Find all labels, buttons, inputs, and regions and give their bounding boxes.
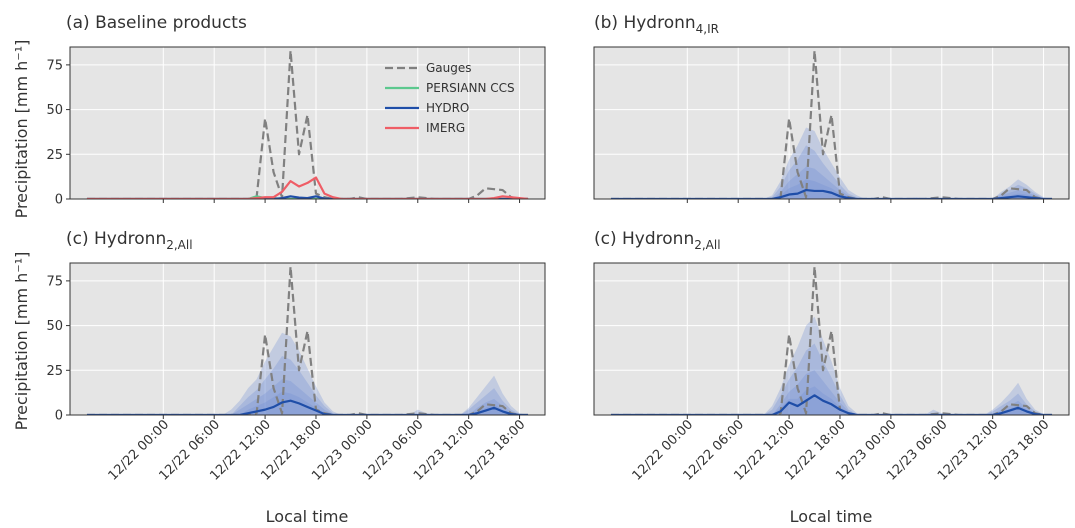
plot-frame	[593, 46, 1070, 200]
y-axis-label-top: Precipitation [mm h⁻¹]	[12, 40, 31, 219]
series-line-gauges	[86, 49, 529, 199]
legend-label-gauges: Gauges	[426, 61, 472, 75]
y-tick-label: 25	[46, 364, 63, 379]
y-tick-label: 75	[46, 274, 63, 289]
uncertainty-band	[86, 379, 529, 415]
uncertainty-band	[86, 391, 529, 415]
panel-d-title-main: (c) Hydronn	[594, 229, 694, 249]
x-axis-label-right: Local time	[790, 507, 873, 526]
y-tick-label: 0	[55, 409, 63, 424]
y-tick-label: 0	[55, 193, 63, 208]
panel-b-title-sub: 4,IR	[696, 22, 719, 36]
panel-0: 0 25 50 75	[46, 46, 546, 208]
uncertainty-band	[610, 166, 1053, 199]
plot-frame	[69, 46, 546, 200]
uncertainty-band	[610, 145, 1053, 199]
uncertainty-band	[610, 179, 1053, 199]
legend-label-persiann: PERSIANN CCS	[426, 81, 515, 95]
legend-label-hydro: HYDRO	[426, 101, 469, 115]
uncertainty-band	[86, 332, 529, 415]
plot-frame	[593, 262, 1070, 416]
y-tick-label: 50	[46, 103, 63, 118]
series-line-gauges	[610, 265, 1053, 415]
plot-content	[610, 49, 1053, 199]
y-axis-label-bottom: Precipitation [mm h⁻¹]	[12, 252, 31, 431]
x-axis-label-left: Local time	[266, 507, 349, 526]
y-tick-label: 75	[46, 58, 63, 73]
uncertainty-band	[610, 127, 1053, 199]
uncertainty-band	[610, 386, 1053, 415]
series-line-gauges	[86, 265, 529, 415]
y-tick-label: 25	[46, 148, 63, 163]
series-line-hydronn-median	[86, 399, 529, 415]
plot-frame	[69, 262, 546, 416]
y-tick-label: 50	[46, 319, 63, 334]
panel-c-title-main: (c) Hydronn	[66, 229, 166, 249]
panel-b-title-main: (b) Hydronn	[594, 13, 696, 33]
panel-c-title: (c) Hydronn2,All	[66, 229, 193, 252]
panel-d-title-sub: 2,All	[694, 238, 720, 252]
panel-1	[593, 46, 1070, 203]
panel-d-title: (c) Hydronn2,All	[594, 229, 721, 252]
legend-label-imerg: IMERG	[426, 121, 465, 135]
plot-content	[86, 265, 529, 415]
uncertainty-band	[610, 343, 1053, 415]
plot-content	[610, 265, 1053, 415]
uncertainty-band	[610, 316, 1053, 415]
uncertainty-band	[610, 370, 1053, 415]
legend: Gauges PERSIANN CCS HYDRO IMERG	[385, 61, 515, 135]
uncertainty-band	[86, 355, 529, 415]
panel-b-title: (b) Hydronn4,IR	[594, 13, 719, 36]
panel-a-title: (a) Baseline products	[66, 13, 247, 33]
series-line-imerg	[86, 176, 529, 199]
series-line-hydronn-median	[610, 394, 1053, 415]
series-line-gauges	[610, 49, 1053, 199]
panel-c-title-sub: 2,All	[166, 238, 192, 252]
series-line-hydronn-median	[610, 188, 1053, 199]
